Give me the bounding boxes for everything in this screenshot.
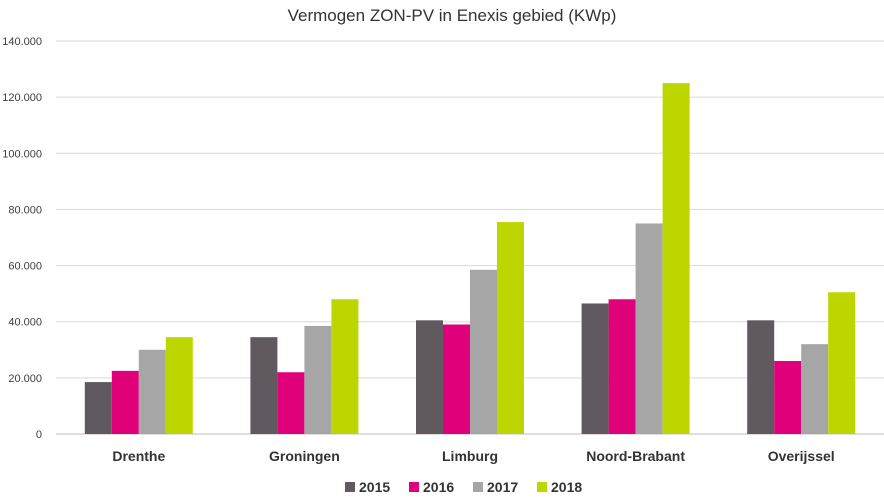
bar-limburg-2017 <box>470 269 497 434</box>
x-tick-label: Limburg <box>442 448 498 464</box>
bar-limburg-2016 <box>443 324 470 434</box>
x-tick-label: Drenthe <box>112 448 165 464</box>
y-tick-label: 0 <box>36 429 42 441</box>
legend-swatch-2015 <box>345 482 355 492</box>
bar-drenthe-2017 <box>138 349 166 434</box>
bar-groningen-2016 <box>277 372 305 434</box>
bar-overijssel-2018 <box>828 292 856 434</box>
y-tick-label: 80.000 <box>8 204 42 216</box>
bar-groningen-2015 <box>250 337 278 434</box>
y-tick-label: 120.000 <box>2 92 42 104</box>
chart-title: Vermogen ZON-PV in Enexis gebied (KWp) <box>288 6 617 25</box>
bar-limburg-2015 <box>416 320 443 434</box>
y-tick-label: 60.000 <box>8 261 42 273</box>
legend-swatch-2018 <box>537 482 547 492</box>
bar-noord-brabant-2015 <box>581 303 609 434</box>
bar-drenthe-2016 <box>111 370 139 434</box>
bar-overijssel-2015 <box>747 320 775 434</box>
bar-noord-brabant-2016 <box>608 299 636 434</box>
legend-label-2016: 2016 <box>423 479 454 495</box>
bar-limburg-2018 <box>497 222 524 434</box>
y-axis-ticks: 0 20.000 40.000 60.000 80.000 100.000 120.000 1… <box>2 36 42 441</box>
bar-noord-brabant-2018 <box>662 83 690 434</box>
bar-drenthe-2018 <box>165 337 193 434</box>
bar-overijssel-2016 <box>774 361 802 434</box>
bar-groningen-2018 <box>331 299 359 434</box>
y-tick-label: 40.000 <box>8 317 42 329</box>
legend-swatch-2017 <box>473 482 483 492</box>
x-tick-label: Overijssel <box>768 448 835 464</box>
legend-label-2017: 2017 <box>487 479 518 495</box>
y-tick-label: 100.000 <box>2 148 42 160</box>
bar-overijssel-2017 <box>801 344 829 434</box>
legend: 2015 2016 2017 2018 <box>345 479 582 495</box>
bars <box>84 83 856 434</box>
x-tick-label: Groningen <box>269 448 340 464</box>
legend-swatch-2016 <box>409 482 419 492</box>
bar-noord-brabant-2017 <box>635 223 663 434</box>
legend-label-2018: 2018 <box>551 479 582 495</box>
legend-label-2015: 2015 <box>359 479 390 495</box>
y-tick-label: 140.000 <box>2 36 42 48</box>
y-tick-label: 20.000 <box>8 373 42 385</box>
bar-drenthe-2015 <box>84 382 112 434</box>
bar-groningen-2017 <box>304 325 332 434</box>
x-tick-label: Noord-Brabant <box>586 448 685 464</box>
x-axis-ticks: Drenthe Groningen Limburg Noord-Brabant Over… <box>112 448 834 464</box>
